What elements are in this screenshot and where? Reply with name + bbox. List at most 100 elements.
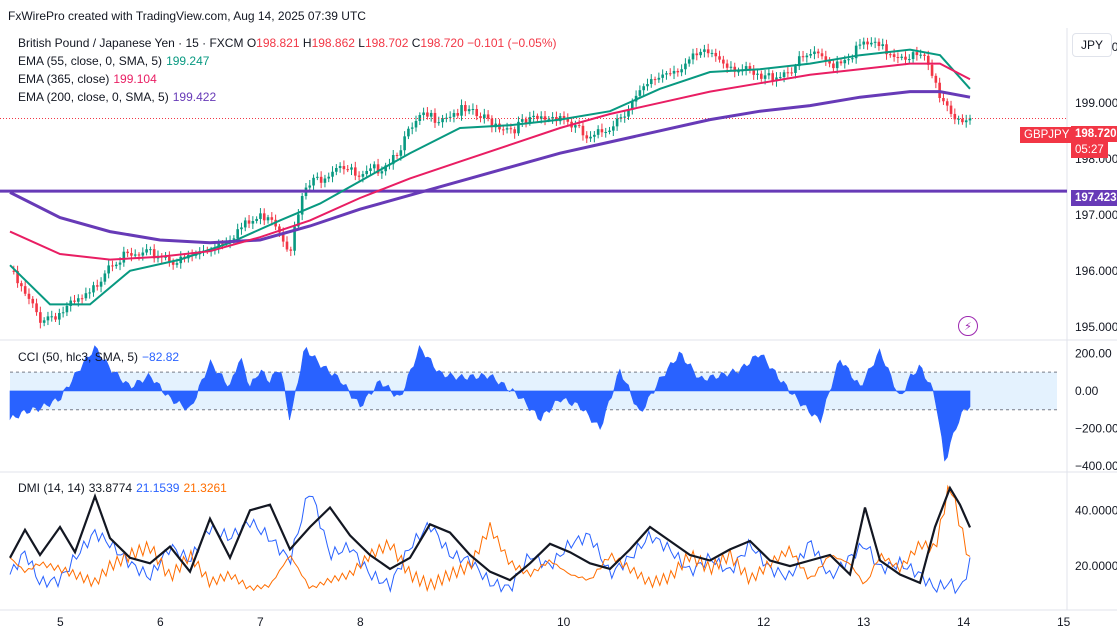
candle-body <box>630 101 634 110</box>
candle-body <box>725 63 729 68</box>
candle-body <box>259 213 262 219</box>
candle-body <box>813 51 816 55</box>
candle-body <box>426 112 429 117</box>
candle-body <box>39 312 42 323</box>
candle-body <box>862 41 866 45</box>
candle-body <box>327 176 331 179</box>
candle-body <box>266 217 270 221</box>
candle-body <box>410 127 414 129</box>
candle-body <box>835 61 839 69</box>
candle-body <box>577 125 581 127</box>
candle-body <box>297 214 300 227</box>
cci-axis-label-2: −200.00 <box>1075 422 1117 436</box>
candle-body <box>536 115 539 120</box>
candle-body <box>904 56 907 60</box>
candle-body <box>528 117 532 123</box>
candle-body <box>243 220 247 228</box>
candle-body <box>562 116 566 119</box>
candle-body <box>122 251 126 263</box>
candle-body <box>376 164 380 174</box>
candle-body <box>665 73 668 75</box>
candle-body <box>149 249 152 251</box>
candle-body <box>114 264 118 267</box>
candle-body <box>786 72 790 74</box>
candle-body <box>649 79 653 85</box>
candle-body <box>395 155 399 157</box>
candle-body <box>342 166 346 170</box>
cci-legend: CCI (50, hlc3, SMA, 5) −82.82 <box>18 350 180 364</box>
dmi-legend: DMI (14, 14) 33.8774 21.1539 21.3261 <box>18 481 227 495</box>
candle-body <box>847 59 850 61</box>
candle-body <box>919 54 922 56</box>
time-axis-label-5: 5 <box>57 615 64 629</box>
chart-credit: FxWirePro created with TradingView.com, … <box>8 9 366 23</box>
candle-body <box>308 185 312 188</box>
candle-body <box>824 56 828 61</box>
candle-body <box>539 116 543 120</box>
candle-body <box>551 116 554 119</box>
candle-body <box>61 312 65 314</box>
candle-body <box>760 73 763 79</box>
candle-body <box>942 98 945 102</box>
candle-body <box>672 70 676 74</box>
candle-body <box>775 77 778 82</box>
candle-body <box>281 232 285 242</box>
candle-body <box>456 113 460 116</box>
ohlc-close: C198.720 <box>411 36 464 50</box>
candle-body <box>668 73 672 75</box>
candle-body <box>703 49 706 52</box>
lightning-icon[interactable]: ⚡ <box>958 316 978 336</box>
last-price-tag: 198.720 <box>1071 126 1117 142</box>
candle-body <box>543 116 547 120</box>
candle-body <box>581 125 585 136</box>
candle-body <box>164 256 167 258</box>
candle-body <box>873 41 877 43</box>
dmi-axis-label-0: 40.0000 <box>1075 503 1117 517</box>
candle-body <box>934 75 938 83</box>
candle-body <box>832 63 835 69</box>
candle-body <box>479 116 482 119</box>
candle-body <box>820 53 824 57</box>
candle-body <box>270 217 274 220</box>
candle-body <box>566 118 570 122</box>
candle-body <box>399 150 403 156</box>
price-axis-label-0: 195.000 <box>1075 320 1117 334</box>
candle-body <box>608 130 611 132</box>
candle-body <box>54 316 57 320</box>
candle-body <box>661 74 664 78</box>
candle-body <box>915 52 919 56</box>
candle-body <box>357 175 361 177</box>
candle-body <box>532 115 535 118</box>
candle-body <box>407 128 410 137</box>
candle-body <box>486 114 490 119</box>
candle-body <box>900 56 903 58</box>
candle-body <box>475 108 479 117</box>
candle-body <box>695 53 699 56</box>
candle-body <box>851 58 854 60</box>
candle-body <box>968 118 972 121</box>
price-axis-label-4: 199.000 <box>1075 96 1117 110</box>
candle-body <box>118 262 122 265</box>
candle-body <box>763 75 767 79</box>
candle-body <box>251 221 255 224</box>
candle-body <box>619 117 623 119</box>
dmi-minus-di-line <box>9 484 971 593</box>
time-axis-label-10: 10 <box>557 615 571 629</box>
candle-body <box>653 79 657 81</box>
candle-body <box>236 229 239 239</box>
candle-body <box>111 265 114 267</box>
candle-body <box>107 265 110 274</box>
candle-body <box>870 42 873 45</box>
currency-button[interactable]: JPY <box>1072 33 1112 57</box>
candle-body <box>490 118 494 128</box>
price-axis-label-1: 196.000 <box>1075 264 1117 278</box>
candle-body <box>961 118 964 123</box>
candle-body <box>130 253 133 256</box>
candle-body <box>596 129 600 135</box>
candle-body <box>615 118 619 127</box>
candle-body <box>31 298 35 304</box>
candle-body <box>92 285 95 293</box>
candle-body <box>744 66 748 70</box>
ema365-line <box>9 90 971 245</box>
candle-body <box>262 213 266 221</box>
